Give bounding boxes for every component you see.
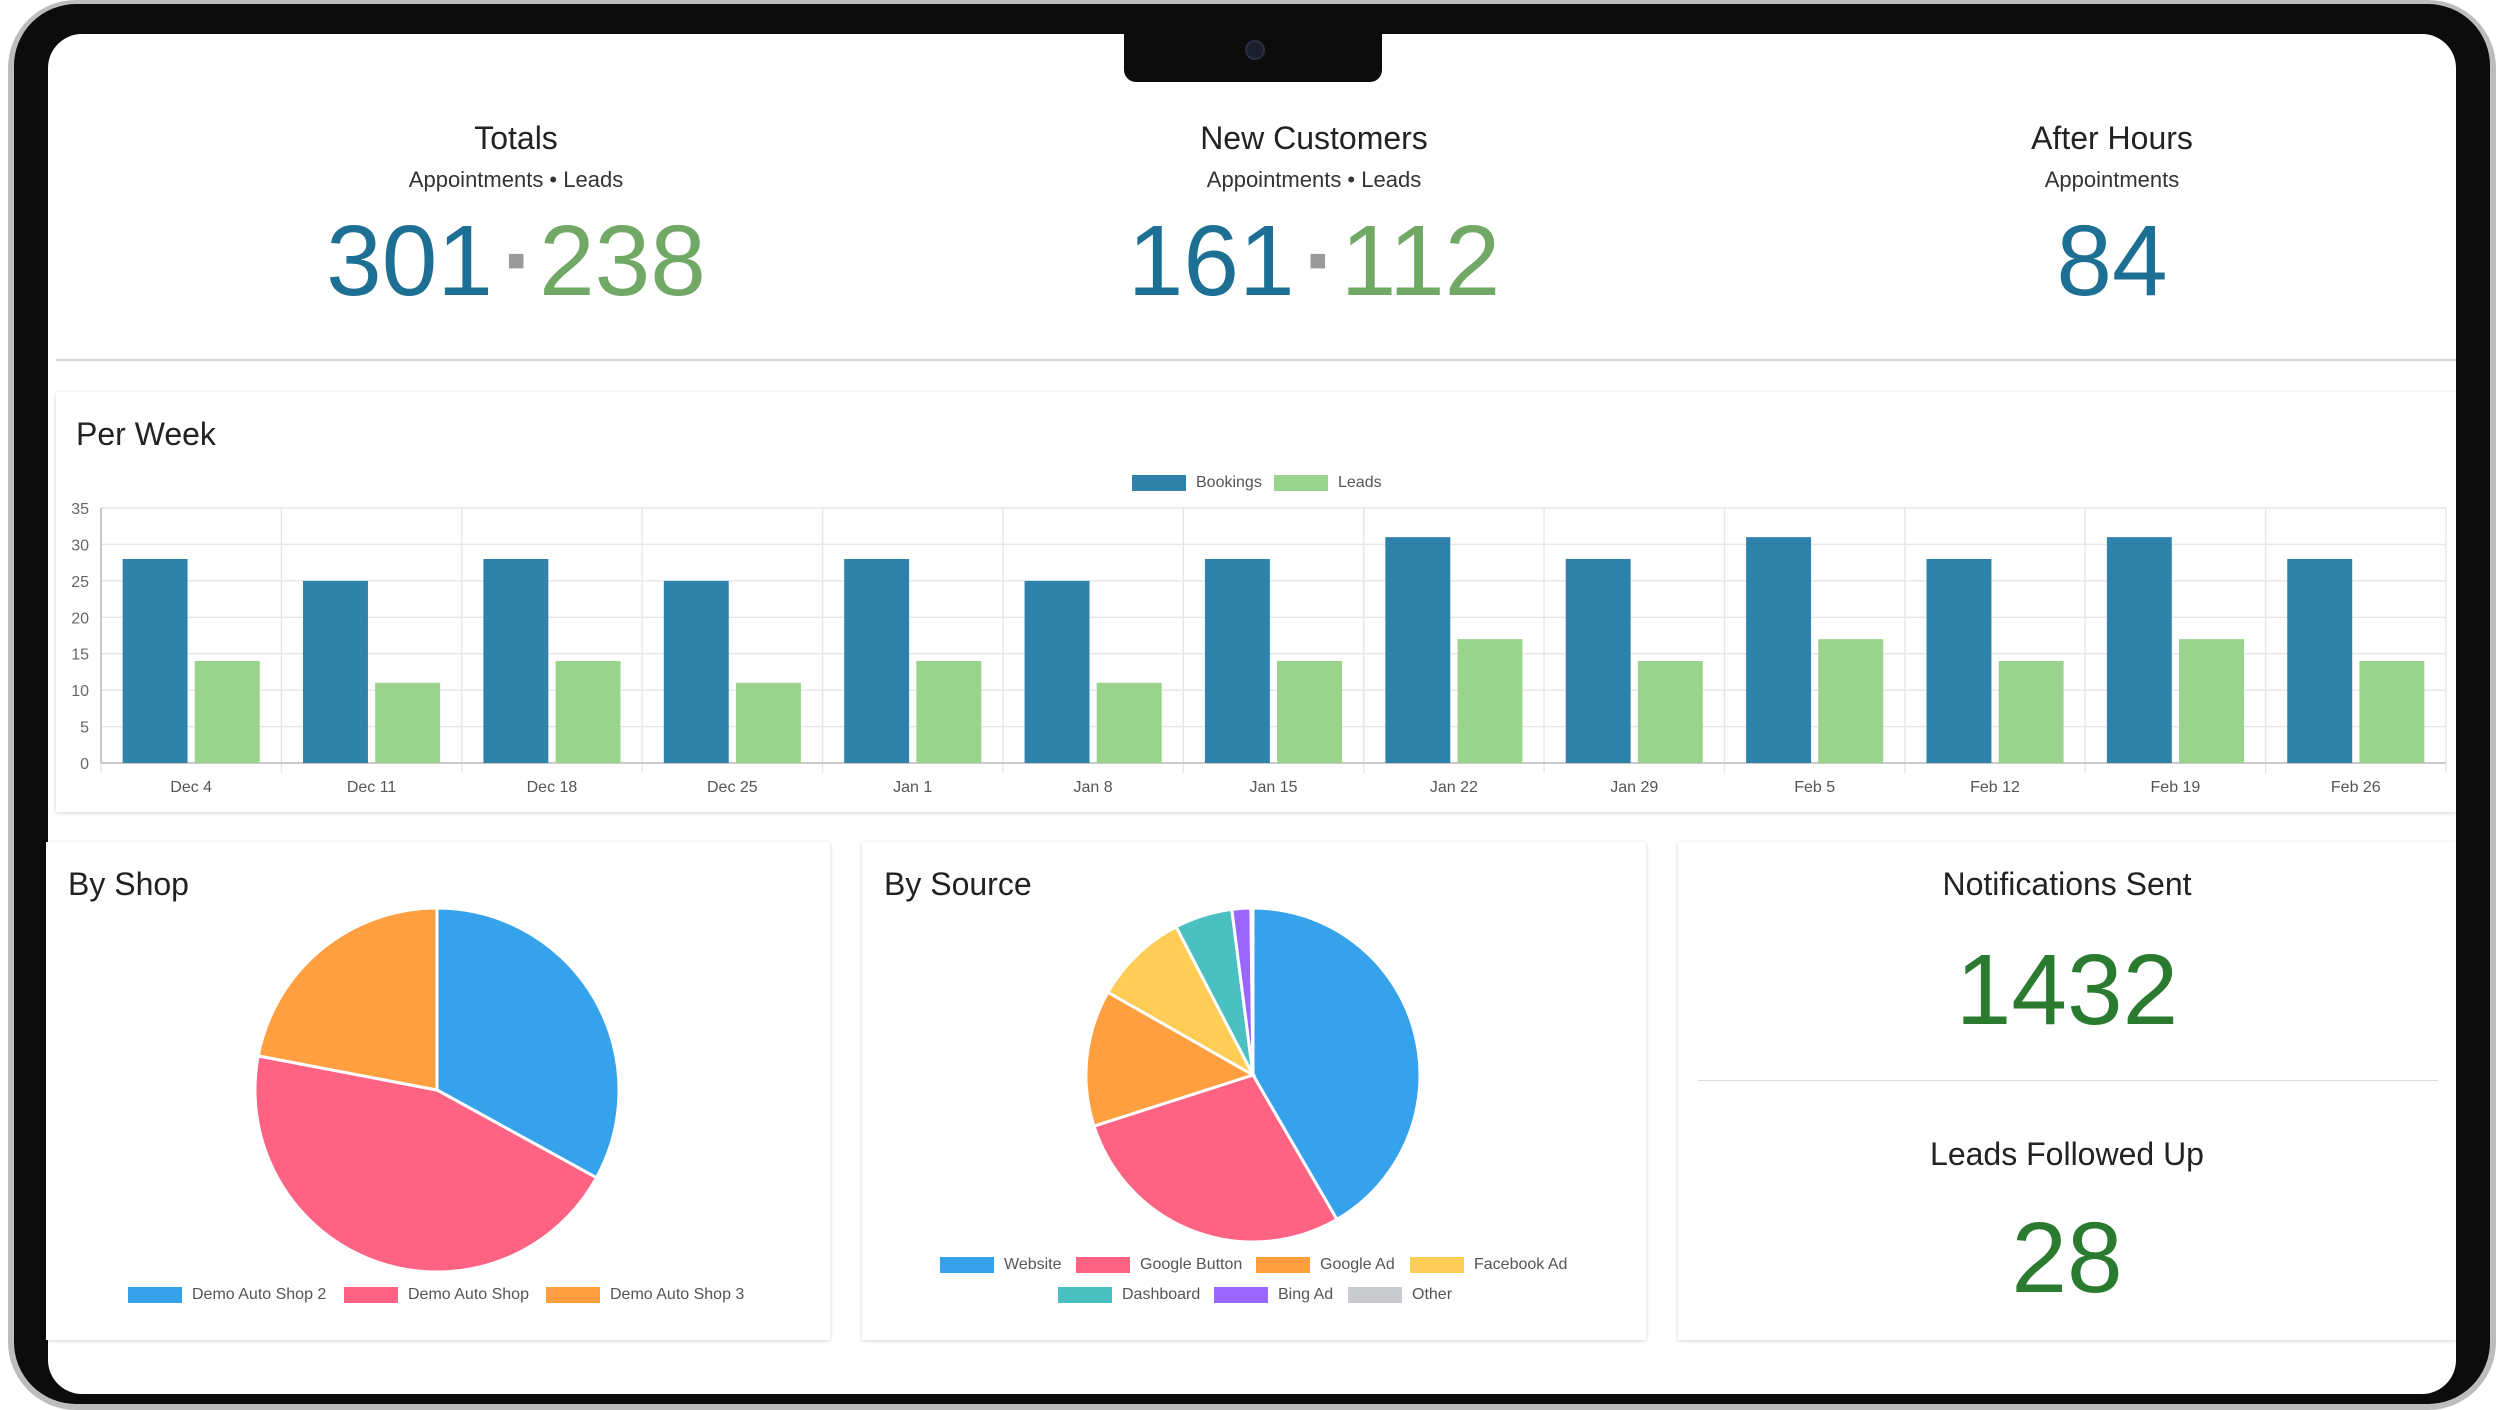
stat-totals: Totals Appointments • Leads 301 ■ 238 — [216, 120, 816, 311]
camera-icon — [1245, 40, 1265, 60]
legend-demo-auto-shop[interactable]: Demo Auto Shop — [344, 1286, 529, 1304]
legend-demo-auto-shop-3[interactable]: Demo Auto Shop 3 — [546, 1286, 744, 1304]
stat-subtitle: Appointments • Leads — [1206, 167, 1422, 192]
stat-new-customers: New Customers Appointments • Leads 161 ■ 1… — [1014, 120, 1614, 311]
notifications-value: 1432 — [1955, 934, 2179, 1046]
stat-title: New Customers — [1200, 120, 1428, 156]
legend-swatch — [940, 1256, 994, 1273]
stat-values: 301 ■ 238 — [216, 211, 816, 311]
legend-label: Demo Auto Shop 2 — [192, 1286, 327, 1303]
legend-label: Google Ad — [1320, 1256, 1395, 1273]
legend-bookings[interactable]: Bookings — [1132, 474, 1262, 492]
legend-label: Facebook Ad — [1474, 1256, 1568, 1273]
legend-swatch — [546, 1286, 600, 1303]
stat-after-hours: After Hours Appointments 84 — [1812, 120, 2412, 311]
legend-label: Dashboard — [1122, 1286, 1201, 1303]
separator-dot: ■ — [1308, 243, 1327, 277]
per-week-card: Per Week Bookings Leads — [56, 392, 2456, 812]
legend-swatch — [1348, 1286, 1402, 1303]
legend-swatch — [128, 1286, 182, 1303]
separator-dot: ■ — [506, 243, 526, 277]
notifications-card: Notifications Sent 1432 Leads Followed U… — [1678, 842, 2456, 1340]
legend-facebook-ad[interactable]: Facebook Ad — [1410, 1256, 1567, 1274]
stat-title: After Hours — [2031, 120, 2193, 156]
legend-swatch — [1274, 474, 1328, 491]
stat-appointments-value: 301 — [326, 205, 493, 317]
legend-label: Website — [1004, 1256, 1062, 1273]
legend-swatch — [1076, 1256, 1130, 1273]
leads-followed-value: 28 — [2011, 1202, 2123, 1314]
legend-website[interactable]: Website — [940, 1256, 1062, 1274]
legend-swatch — [344, 1286, 398, 1303]
legend-label: Other — [1412, 1286, 1453, 1303]
stat-appointments-value: 161 — [1127, 205, 1295, 317]
stat-values: 161 ■ 112 — [1014, 211, 1614, 311]
legend-demo-auto-shop-2[interactable]: Demo Auto Shop 2 — [128, 1286, 326, 1304]
per-week-title: Per Week — [76, 416, 216, 452]
legend-google-button[interactable]: Google Button — [1076, 1256, 1242, 1274]
stat-subtitle: Appointments — [2044, 167, 2180, 192]
legend-other[interactable]: Other — [1348, 1286, 1452, 1304]
legend-google-ad[interactable]: Google Ad — [1256, 1256, 1395, 1274]
legend-dashboard[interactable]: Dashboard — [1058, 1286, 1200, 1304]
legend-label: Google Button — [1140, 1256, 1243, 1273]
notifications-title: Notifications Sent — [1942, 866, 2192, 902]
legend-label: Bookings — [1196, 474, 1262, 491]
stat-subtitle: Appointments • Leads — [408, 167, 624, 192]
legend-swatch — [1214, 1286, 1268, 1303]
legend-label: Bing Ad — [1278, 1286, 1334, 1303]
stat-values: 84 — [1812, 211, 2412, 311]
legend-label: Demo Auto Shop — [408, 1286, 529, 1303]
legend-label: Leads — [1338, 474, 1382, 491]
stat-title: Totals — [474, 120, 558, 156]
by-shop-card: By Shop — [46, 842, 830, 1340]
stat-appointments-value: 84 — [2056, 205, 2168, 317]
legend-bing-ad[interactable]: Bing Ad — [1214, 1286, 1333, 1304]
legend-leads[interactable]: Leads — [1274, 474, 1382, 492]
stat-leads-value: 238 — [539, 205, 706, 317]
stats-header: Totals Appointments • Leads 301 ■ 238 New … — [56, 34, 2456, 361]
legend-swatch — [1058, 1286, 1112, 1303]
leads-followed-title: Leads Followed Up — [1930, 1136, 2204, 1172]
legend-label: Demo Auto Shop 3 — [610, 1286, 745, 1303]
divider — [1698, 1080, 2438, 1081]
by-source-title: By Source — [884, 866, 1032, 902]
legend-swatch — [1256, 1256, 1310, 1273]
stat-leads-value: 112 — [1340, 205, 1501, 317]
legend-swatch — [1410, 1256, 1464, 1273]
legend-swatch — [1132, 474, 1186, 491]
by-shop-title: By Shop — [68, 866, 189, 902]
